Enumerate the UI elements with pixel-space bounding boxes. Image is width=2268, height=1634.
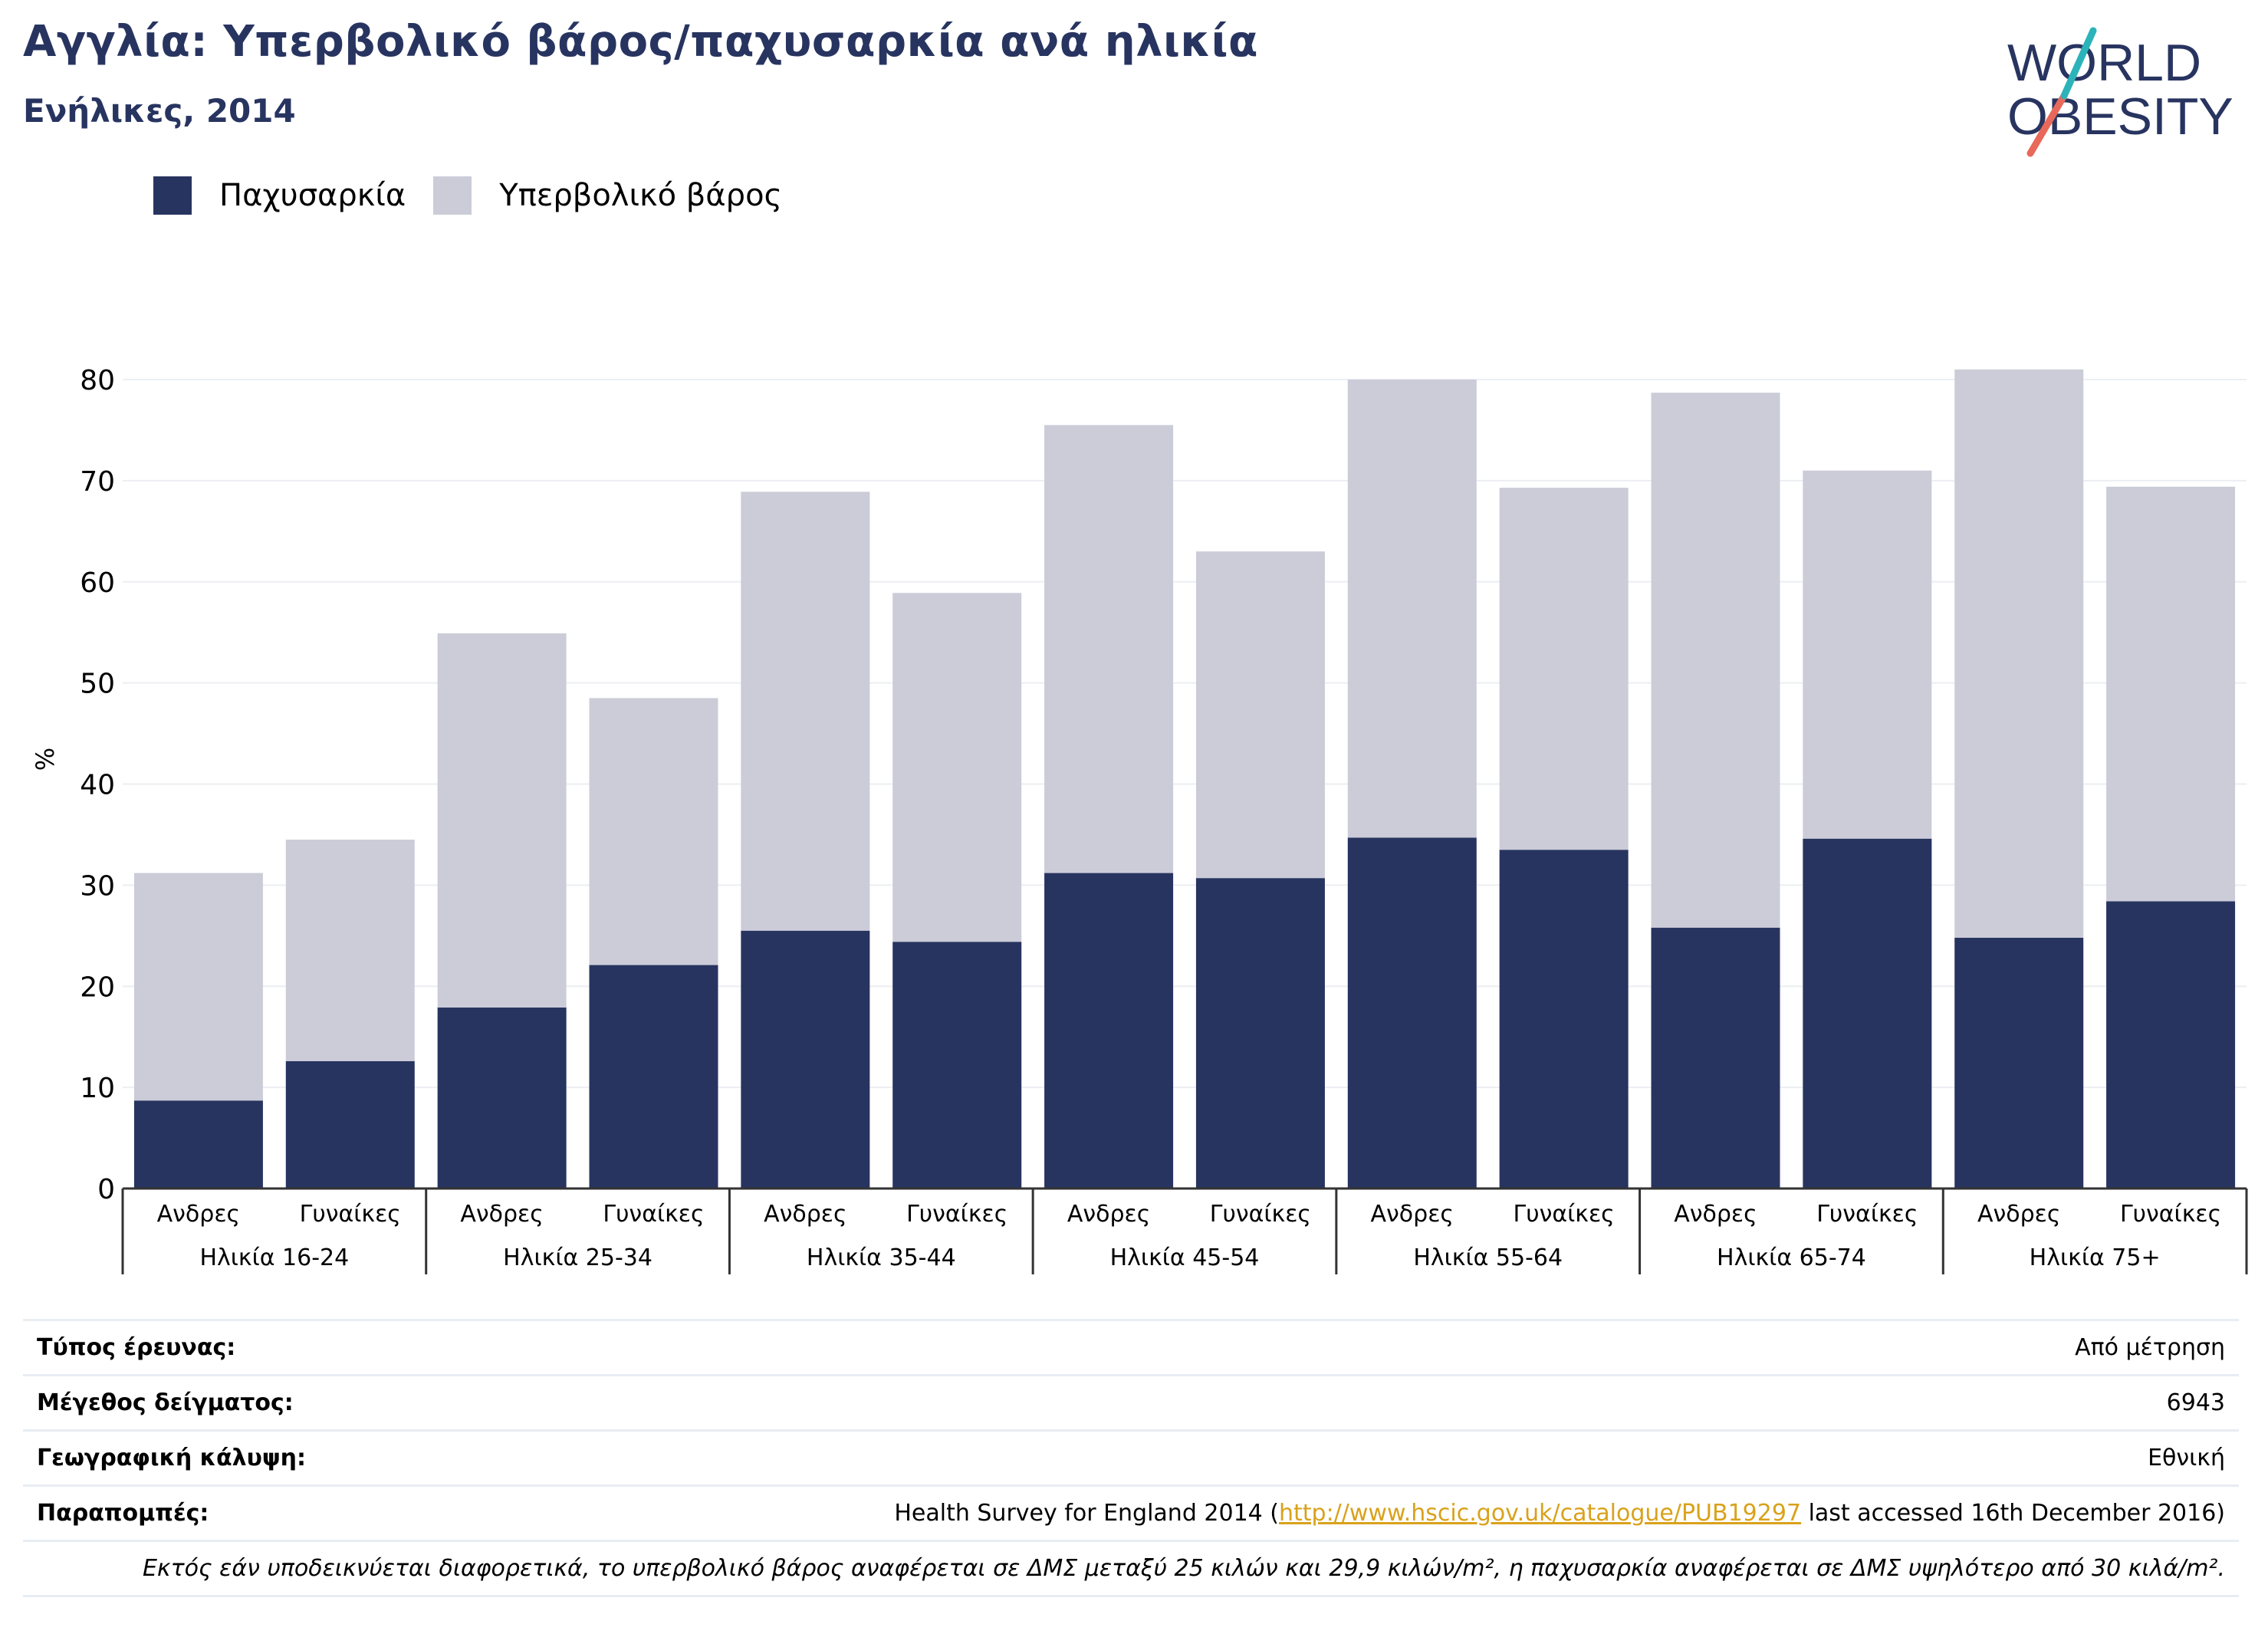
bar-obesity	[741, 930, 870, 1189]
sample-size-label: Μέγεθος δείγματος:	[23, 1374, 421, 1431]
bar-obesity	[1499, 850, 1629, 1189]
x-group-label: Ηλικία 35-44	[807, 1244, 956, 1271]
bar-overweight	[1954, 369, 2084, 938]
x-category-label: Ανδρες	[1371, 1201, 1454, 1228]
logo-line2: OBESITY	[2007, 87, 2233, 146]
bar-obesity	[285, 1060, 415, 1189]
logo-line1: WORLD	[2007, 34, 2201, 92]
x-category-label: Γυναίκες	[300, 1201, 401, 1228]
bar-overweight	[1803, 470, 1932, 839]
x-category-label: Γυναίκες	[2120, 1201, 2221, 1228]
legend-swatch-obesity	[153, 176, 192, 215]
references-suffix: last accessed 16th December 2016)	[1801, 1500, 2225, 1527]
chart-title: Αγγλία: Υπερβολικό βάρος/παχυσαρκία ανά …	[23, 17, 1258, 67]
bar-overweight	[741, 492, 870, 931]
x-category-label: Γυναίκες	[1210, 1201, 1311, 1228]
info-row-note: Εκτός εάν υποδεικνύεται διαφορετικά, το …	[23, 1540, 2239, 1597]
coverage-value: Εθνική	[420, 1429, 2239, 1486]
y-tick-label: 50	[80, 669, 115, 700]
y-tick-label: 80	[80, 365, 115, 396]
y-tick-label: 30	[80, 870, 115, 902]
legend-swatch-overweight	[433, 176, 472, 215]
bar-overweight	[133, 873, 263, 1101]
bar-obesity	[437, 1007, 567, 1189]
bar-overweight	[285, 840, 415, 1061]
bar-overweight	[1044, 425, 1174, 873]
bar-obesity	[1954, 937, 2084, 1189]
legend-label-overweight: Υπερβολικό βάρος	[499, 178, 783, 213]
chart-subtitle: Ενήλικες, 2014	[23, 92, 296, 130]
legend-item-obesity: Παχυσαρκία	[153, 176, 406, 215]
bar-obesity	[133, 1100, 263, 1189]
definition-note: Εκτός εάν υποδεικνύεται διαφορετικά, το …	[23, 1540, 2239, 1597]
y-tick-label: 40	[80, 770, 115, 801]
legend-item-overweight: Υπερβολικό βάρος	[433, 176, 782, 215]
info-row-survey-type: Τύπος έρευνας: Από μέτρηση	[23, 1319, 2239, 1376]
legend-label-obesity: Παχυσαρκία	[219, 178, 406, 213]
x-category-label: Ανδρες	[764, 1201, 847, 1228]
logo-slash-teal	[2060, 27, 2097, 100]
x-group-label: Ηλικία 25-34	[503, 1244, 652, 1271]
bar-overweight	[437, 633, 567, 1008]
y-tick-label: 10	[80, 1073, 115, 1104]
x-group-label: Ηλικία 55-64	[1413, 1244, 1563, 1271]
bar-obesity	[1803, 838, 1932, 1189]
x-category-label: Ανδρες	[157, 1201, 241, 1228]
x-category-label: Ανδρες	[1674, 1201, 1757, 1228]
sample-size-value: 6943	[420, 1374, 2239, 1431]
y-tick-label: 0	[97, 1174, 115, 1205]
y-tick-label: 20	[80, 972, 115, 1003]
x-category-label: Ανδρες	[460, 1201, 544, 1228]
x-category-label: Γυναίκες	[1816, 1201, 1918, 1228]
bar-obesity	[1347, 837, 1477, 1189]
legend: Παχυσαρκία Υπερβολικό βάρος	[153, 176, 810, 215]
logo-slash-red	[2026, 92, 2068, 157]
x-category-label: Γυναίκες	[603, 1201, 704, 1228]
x-category-label: Ανδρες	[1067, 1201, 1151, 1228]
references-link[interactable]: http://www.hscic.gov.uk/catalogue/PUB192…	[1278, 1500, 1802, 1527]
bar-obesity	[892, 942, 1022, 1189]
info-row-sample-size: Μέγεθος δείγματος: 6943	[23, 1374, 2239, 1431]
info-table: Τύπος έρευνας: Από μέτρηση Μέγεθος δείγμ…	[23, 1319, 2239, 1597]
bar-overweight	[1499, 488, 1629, 850]
references-label: Παραπομπές:	[23, 1484, 421, 1541]
x-group-label: Ηλικία 45-54	[1110, 1244, 1260, 1271]
y-tick-label: 60	[80, 567, 115, 599]
x-category-label: Γυναίκες	[1514, 1201, 1615, 1228]
y-tick-label: 70	[80, 466, 115, 498]
bar-overweight	[1347, 380, 1477, 838]
x-group-label: Ηλικία 65-74	[1717, 1244, 1866, 1271]
x-category-label: Ανδρες	[1977, 1201, 2061, 1228]
coverage-label: Γεωγραφική κάλυψη:	[23, 1429, 421, 1486]
world-obesity-logo: WORLD OBESITY	[2007, 27, 2233, 157]
bar-obesity	[1195, 878, 1325, 1189]
bar-obesity	[1044, 873, 1174, 1189]
bar-overweight	[1651, 393, 1780, 928]
references-prefix: Health Survey for England 2014 (	[894, 1500, 1279, 1527]
x-category-label: Γυναίκες	[906, 1201, 1007, 1228]
bar-chart: 0 10 20 30 40 50 60 70 80 Ανδρες Γυναίκες Ανδρες Γυν…	[31, 365, 2248, 1274]
info-row-coverage: Γεωγραφική κάλυψη: Εθνική	[23, 1429, 2239, 1486]
bar-overweight	[1195, 551, 1325, 879]
x-group-label: Ηλικία 75+	[2030, 1244, 2161, 1271]
bar-overweight	[892, 593, 1022, 942]
bar-obesity	[2106, 901, 2236, 1189]
bar-overweight	[589, 698, 718, 965]
survey-type-label: Τύπος έρευνας:	[23, 1319, 421, 1376]
references-value: Health Survey for England 2014 (http://w…	[420, 1484, 2239, 1541]
survey-type-value: Από μέτρηση	[420, 1319, 2239, 1376]
info-row-references: Παραπομπές: Health Survey for England 20…	[23, 1484, 2239, 1541]
y-axis-label: %	[31, 748, 60, 771]
bar-obesity	[1651, 927, 1780, 1189]
bar-overweight	[2106, 486, 2236, 902]
bar-obesity	[589, 965, 718, 1189]
x-group-label: Ηλικία 16-24	[199, 1244, 349, 1271]
axis: 0 10 20 30 40 50 60 70 80 Ανδρες Γυναίκες Ανδρες Γυν…	[80, 365, 2248, 1274]
bars	[133, 369, 2236, 1189]
